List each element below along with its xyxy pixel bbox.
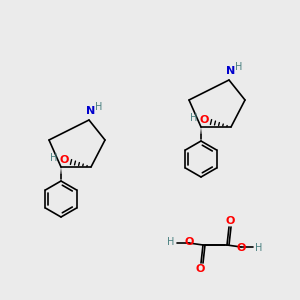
Text: O: O [184, 237, 194, 247]
Text: N: N [226, 66, 236, 76]
Text: H: H [167, 237, 175, 247]
Text: O: O [236, 243, 246, 253]
Text: O: O [225, 216, 235, 226]
Text: H: H [255, 243, 263, 253]
Text: H: H [190, 113, 198, 123]
Text: N: N [86, 106, 96, 116]
Text: O: O [59, 155, 69, 165]
Text: H: H [235, 62, 243, 72]
Text: O: O [199, 115, 209, 125]
Text: H: H [50, 153, 58, 163]
Polygon shape [60, 167, 62, 175]
Text: O: O [195, 264, 205, 274]
Polygon shape [200, 127, 202, 135]
Text: H: H [95, 102, 103, 112]
